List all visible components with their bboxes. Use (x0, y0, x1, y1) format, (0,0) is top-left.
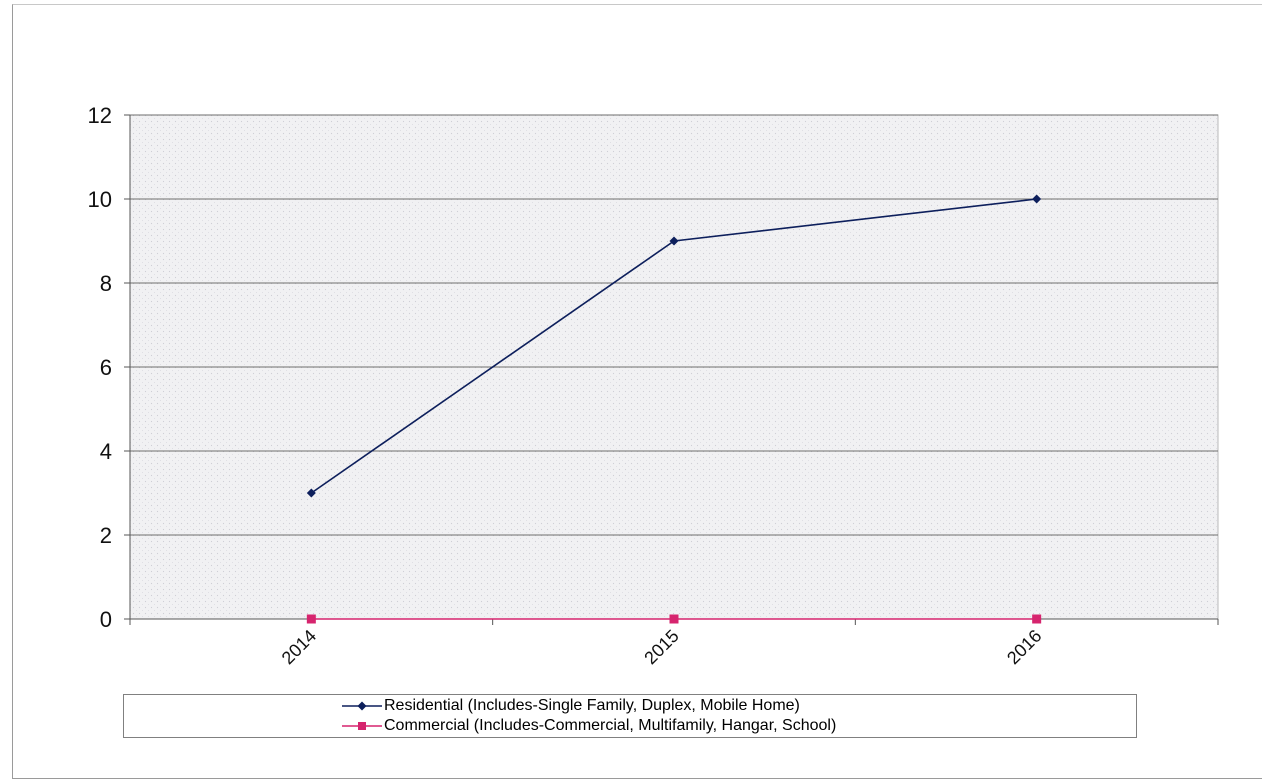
legend-label-commercial: Commercial (Includes-Commercial, Multifa… (384, 717, 837, 734)
legend-entry-residential: Residential (Includes-Single Family, Dup… (342, 696, 800, 716)
data-point-diamond-0-2 (1032, 194, 1042, 204)
y-tick-label: 6 (100, 355, 112, 380)
data-point-square-1-1 (669, 614, 679, 624)
data-point-square-1-2 (1032, 614, 1042, 624)
y-tick-label: 0 (100, 607, 112, 632)
y-tick-label: 8 (100, 271, 112, 296)
y-tick-label: 4 (100, 439, 112, 464)
legend-entry-commercial: Commercial (Includes-Commercial, Multifa… (342, 716, 836, 736)
data-point-square-1-0 (306, 614, 316, 624)
y-tick-label: 2 (100, 523, 112, 548)
y-axis-tick-labels: 0 2 4 6 8 10 12 (88, 103, 112, 632)
x-tick-label: 2016 (1003, 626, 1045, 668)
x-axis-tick-labels: 2014 2015 2016 (278, 626, 1046, 668)
y-tick-label: 10 (88, 187, 112, 212)
x-tick-label: 2014 (278, 626, 320, 668)
series-layer (306, 194, 1042, 624)
legend-label-residential: Residential (Includes-Single Family, Dup… (384, 697, 800, 714)
data-point-diamond-0-1 (669, 236, 679, 246)
legend-swatch-diamond-icon (342, 701, 382, 711)
data-point-diamond-0-0 (306, 488, 316, 498)
x-tick-label: 2015 (640, 626, 682, 668)
legend-swatch-square-icon (342, 722, 382, 730)
legend: Residential (Includes-Single Family, Dup… (123, 694, 1137, 738)
y-tick-label: 12 (88, 103, 112, 128)
chart-frame (12, 4, 1262, 779)
